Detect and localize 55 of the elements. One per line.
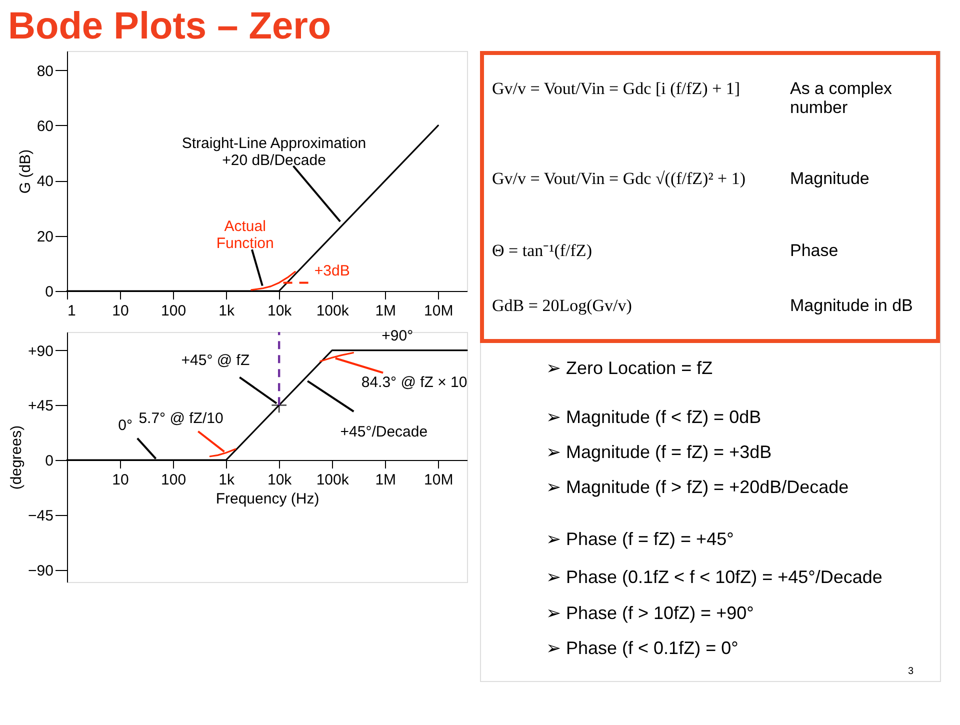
- annotation: Straight-Line Approximation +20 dB/Decade: [182, 135, 366, 170]
- x-tick-label: 1M: [375, 472, 396, 489]
- text: Gv/v = Vout/Vin = Gdc [i (f/fZ) + 1]: [492, 79, 740, 98]
- text: ➢ Phase (f = fZ) = +45°: [546, 529, 734, 549]
- x-tick-label: 10: [112, 472, 129, 489]
- x-tick-label: 10M: [424, 302, 454, 320]
- y-tick-label: 20: [36, 228, 54, 246]
- x-tick-label: 100k: [316, 472, 350, 489]
- x-tick-label: 100: [161, 302, 186, 320]
- text: ➢ Zero Location = fZ: [546, 358, 713, 378]
- y-tick-label: +90: [28, 342, 54, 360]
- annotation: +90°: [382, 327, 414, 344]
- x-tick-label: 10M: [424, 472, 454, 489]
- text: 3: [908, 666, 914, 677]
- text: ➢ Magnitude (f < fZ) = 0dB: [546, 407, 762, 427]
- y-tick-label: 0: [45, 284, 54, 300]
- text: GdB = 20Log(Gv/v): [492, 296, 632, 315]
- text: ➢ Phase (f > 10fZ) = +90°: [546, 603, 754, 623]
- chart-title: Bode Plots – Zero: [8, 6, 332, 48]
- y-tick-label: 0: [45, 452, 54, 470]
- y-axis-title: (degrees): [8, 425, 26, 490]
- annotation: 5.7° @ fZ/10: [138, 410, 224, 428]
- x-tick-label: 10k: [267, 302, 292, 320]
- x-tick-label: 1: [68, 302, 76, 320]
- x-tick-label: 100: [161, 472, 186, 489]
- y-tick-label: +45: [28, 398, 54, 415]
- text: Magnitude: [790, 169, 870, 188]
- y-tick-label: −45: [28, 507, 54, 524]
- text: ➢ Phase (f < 0.1fZ) = 0°: [546, 638, 738, 658]
- x-tick-label: 1M: [375, 302, 396, 320]
- x-tick-label: 10: [112, 302, 129, 320]
- annotation: 0°: [118, 417, 132, 434]
- x-tick-label: 10k: [267, 472, 292, 489]
- x-tick-label: 1k: [218, 302, 235, 320]
- y-tick-label: 60: [36, 118, 54, 135]
- annotation: +45°/Decade: [340, 423, 428, 440]
- text: As a complex number: [790, 79, 893, 117]
- y-tick-label: −90: [28, 562, 54, 580]
- text: ➢ Magnitude (f > fZ) = +20dB/Decade: [546, 477, 849, 497]
- annotation: +45° @ fZ: [181, 352, 250, 370]
- text: Phase: [790, 241, 838, 260]
- x-tick-label: 1k: [218, 472, 235, 489]
- y-tick-label: 80: [36, 62, 54, 80]
- text: Magnitude in dB: [790, 296, 913, 315]
- y-tick-label: 40: [36, 173, 54, 190]
- x-axis-title: Frequency (Hz): [216, 490, 320, 508]
- annotation: +3dB: [314, 262, 350, 280]
- text: ➢ Phase (0.1fZ < f < 10fZ) = +45°/Decade: [546, 567, 882, 587]
- text: Gv/v = Vout/Vin = Gdc √((f/fZ)² + 1): [492, 169, 746, 188]
- annotation: 84.3° @ fZ × 10: [361, 374, 468, 392]
- text: ➢ Magnitude (f = fZ) = +3dB: [546, 442, 772, 462]
- annotation: Actual Function: [216, 218, 274, 252]
- text: Θ = tan⁻¹(f/fZ): [492, 241, 592, 260]
- x-tick-label: 100k: [316, 302, 350, 320]
- y-axis-title: G (dB): [16, 149, 34, 194]
